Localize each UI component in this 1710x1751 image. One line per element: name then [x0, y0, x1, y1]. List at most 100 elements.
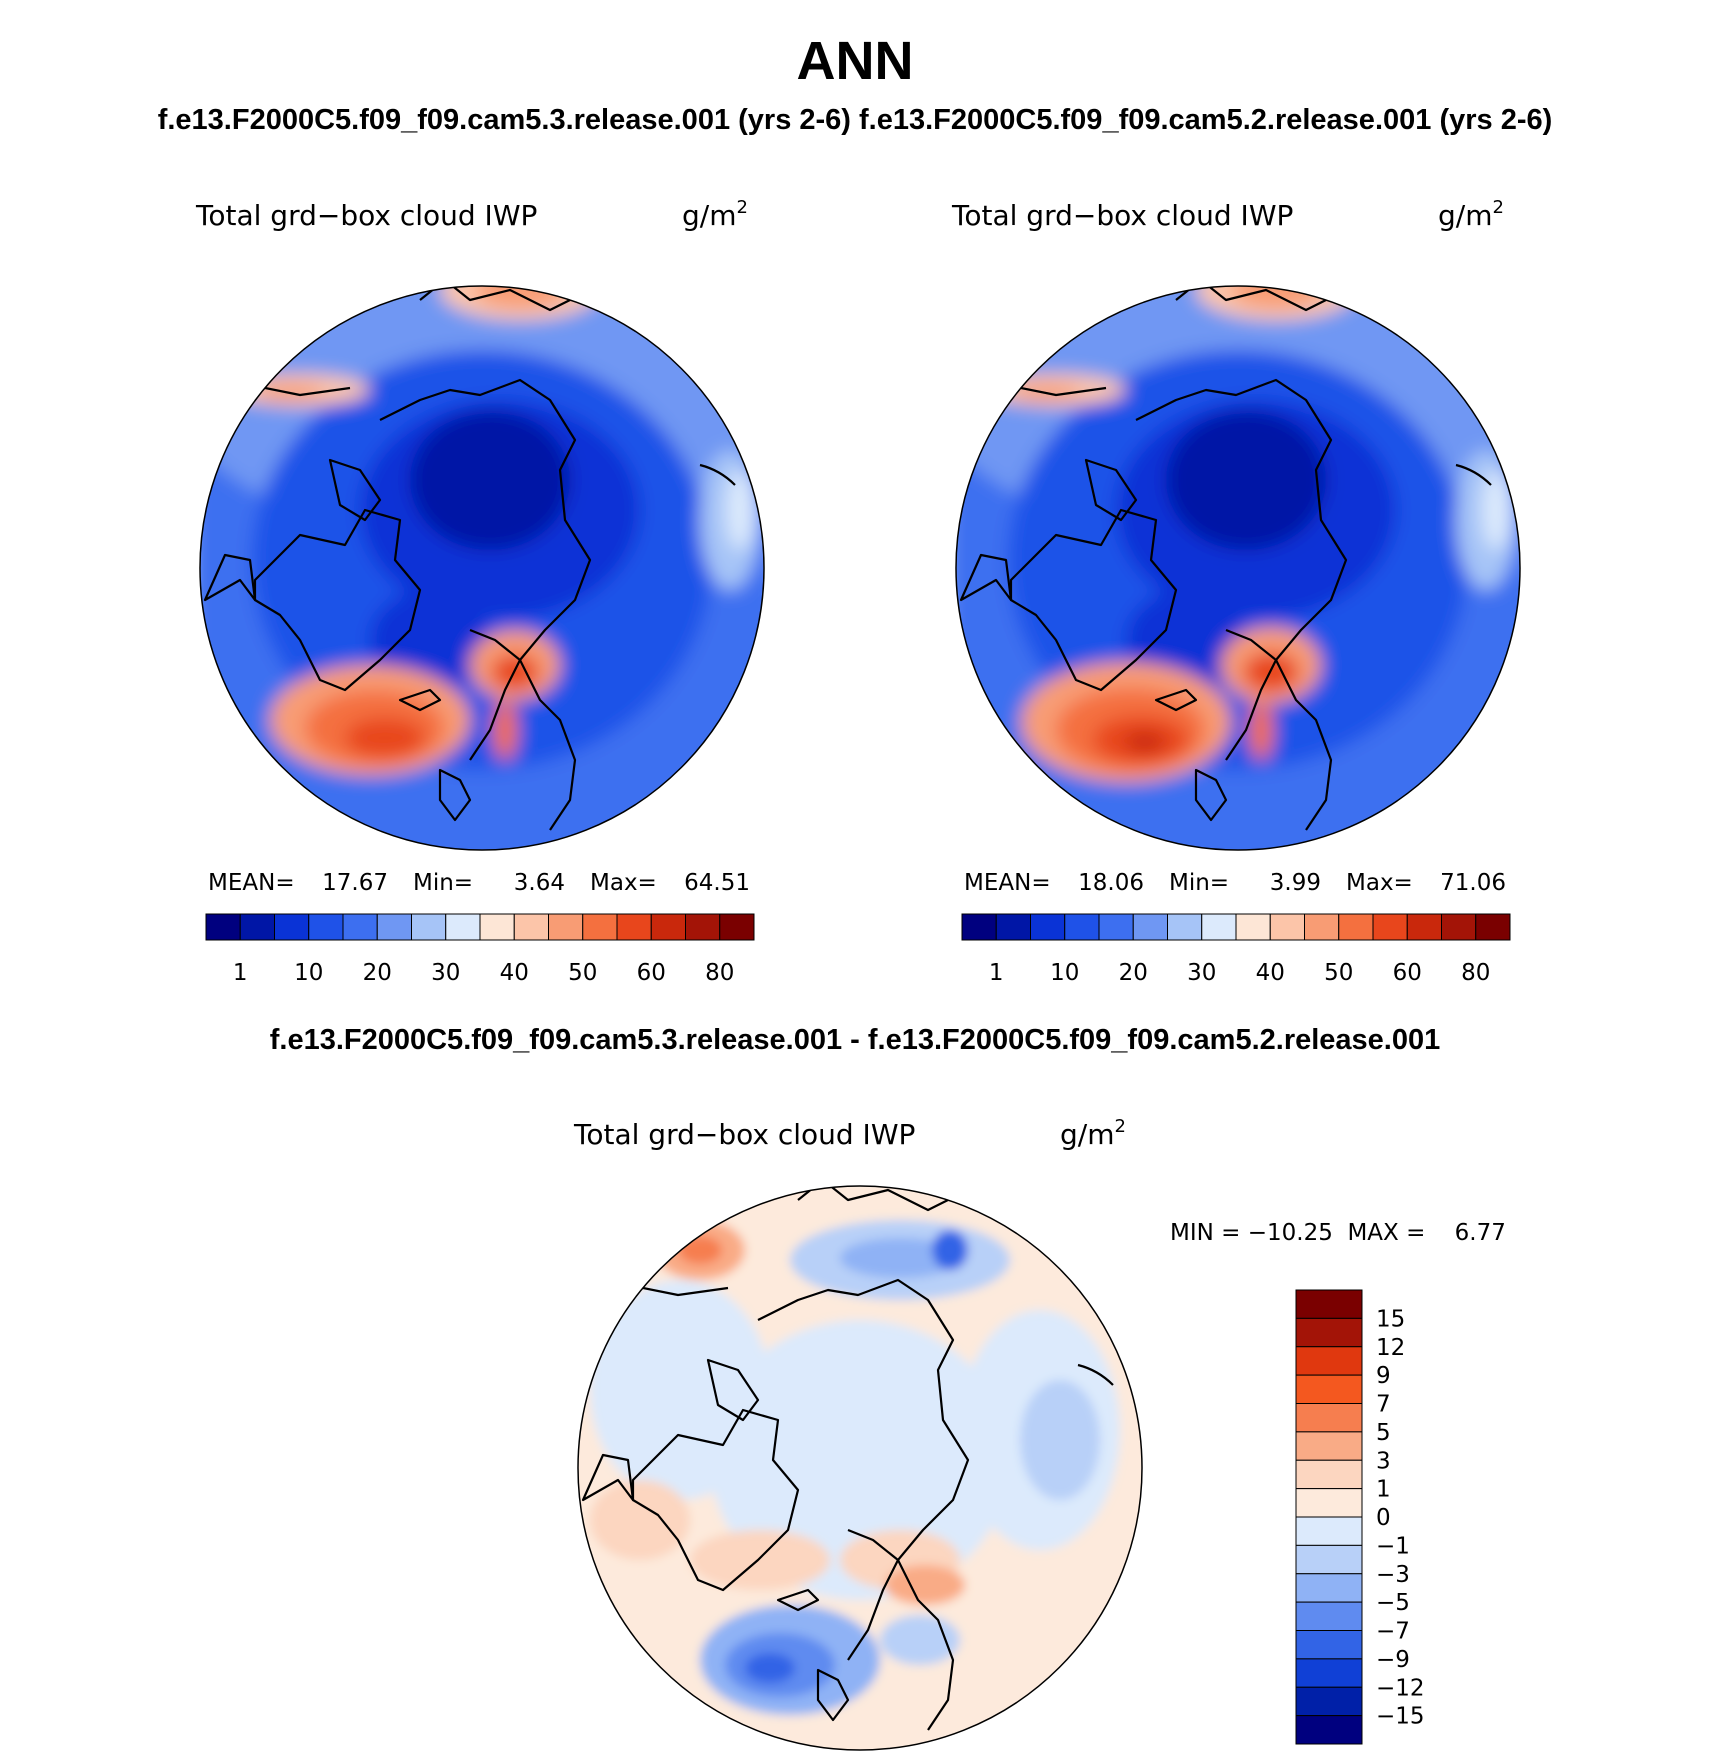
panel-1-mean-label: MEAN=: [208, 870, 295, 896]
panel-2-max-value: 71.06: [1440, 870, 1506, 896]
colorbar-2-swatch-7: [1295, 1488, 1363, 1518]
colorbar-1-swatch-3: [1064, 913, 1100, 941]
panel-1-mean-value: 17.67: [322, 870, 388, 896]
colorbar-2-swatch-8: [1295, 1516, 1363, 1546]
panel-1-units: g/m2: [682, 197, 748, 232]
panel-2-units: g/m2: [1438, 197, 1504, 232]
colorbar-1-swatch-13: [1406, 913, 1442, 941]
colorbar-1-tick-label: 80: [1461, 960, 1490, 986]
panel-2-variable-title: Total grd−box cloud IWP: [951, 199, 1293, 232]
colorbar-2-tick-label: −9: [1376, 1647, 1410, 1673]
colorbar-0-swatch-6: [411, 913, 447, 941]
colorbar-2-tick-label: 15: [1376, 1306, 1405, 1332]
colorbar-2-tick-label: 12: [1376, 1335, 1405, 1361]
colorbar-2-tick-label: 3: [1376, 1448, 1391, 1474]
panel-1-min-value: 3.64: [514, 870, 565, 896]
panel-3-variable-title: Total grd−box cloud IWP: [573, 1118, 915, 1151]
colorbar-0-swatch-9: [513, 913, 549, 941]
panel-2-max-label: Max=: [1346, 870, 1413, 896]
colorbar-2-tick-label: 0: [1376, 1505, 1391, 1531]
colorbar-1-swatch-14: [1441, 913, 1477, 941]
colorbar-0-swatch-2: [274, 913, 310, 941]
colorbar-0-tick-label: 10: [294, 960, 323, 986]
colorbar-0-swatch-8: [479, 913, 515, 941]
colorbar-1-tick-label: 50: [1324, 960, 1353, 986]
colorbar-1-swatch-0: [961, 913, 997, 941]
panel-2-stats: MEAN= 18.06 Min= 3.99 Max= 71.06: [964, 870, 1506, 896]
panel-2-mean-value: 18.06: [1078, 870, 1144, 896]
colorbar-0-tick-label: 60: [637, 960, 666, 986]
colorbar-2-swatch-9: [1295, 1544, 1363, 1575]
colorbar-0-tick-label: 80: [705, 960, 734, 986]
colorbar-0-swatch-5: [376, 913, 412, 941]
figure-title: ANN: [796, 31, 914, 91]
colorbar-1-swatch-11: [1338, 913, 1374, 941]
colorbar-0-tick-label: 1: [233, 960, 248, 986]
colorbar-2-tick-label: 7: [1376, 1392, 1391, 1418]
colorbar-2-swatch-2: [1295, 1346, 1363, 1376]
colorbar-1-swatch-5: [1132, 913, 1168, 941]
colorbar-2-swatch-12: [1295, 1630, 1363, 1660]
panel-1-max-value: 64.51: [684, 870, 750, 896]
colorbar-difference: 15 129 753 10−1 −3−5 −7−9−12 −15: [1295, 1289, 1425, 1745]
colorbar-0-swatch-10: [548, 913, 584, 941]
difference-title: f.e13.F2000C5.f09_f09.cam5.3.release.001…: [269, 1024, 1441, 1056]
colorbar-0-tick-label: 40: [500, 960, 529, 986]
colorbar-1-tick-label: 40: [1256, 960, 1285, 986]
colorbar-1-tick-label: 30: [1187, 960, 1216, 986]
colorbar-0-swatch-0: [205, 913, 241, 941]
colorbar-1-swatch-15: [1475, 913, 1511, 941]
map-panel-1: [199, 285, 765, 851]
colorbar-1-swatch-8: [1235, 913, 1271, 941]
colorbar-2-swatch-3: [1295, 1374, 1363, 1404]
colorbar-2-swatch-14: [1295, 1686, 1363, 1717]
panel-2-mean-label: MEAN=: [964, 870, 1051, 896]
colorbar-2-swatch-10: [1295, 1573, 1363, 1603]
colorbar-0-swatch-14: [685, 913, 721, 941]
colorbar-1-swatch-2: [1030, 913, 1066, 941]
colorbar-2-swatch-15: [1295, 1715, 1363, 1745]
colorbar-1-swatch-1: [995, 913, 1031, 941]
colorbar-panel-2: 1 10 20 30 40 50 60 80: [961, 913, 1511, 986]
figure-subtitle: f.e13.F2000C5.f09_f09.cam5.3.release.001…: [157, 104, 1553, 136]
colorbar-0-tick-label: 20: [363, 960, 392, 986]
colorbar-2-tick-label: −15: [1376, 1704, 1425, 1730]
colorbar-2-tick-label: −1: [1376, 1533, 1410, 1559]
colorbar-2-tick-label: −12: [1376, 1675, 1425, 1701]
colorbar-2-swatch-5: [1295, 1431, 1363, 1461]
colorbar-0-swatch-7: [445, 913, 481, 941]
colorbar-1-swatch-12: [1372, 913, 1408, 941]
panel-3-stats: MIN = −10.25 MAX = 6.77: [1170, 1220, 1506, 1246]
panel-2-min-value: 3.99: [1270, 870, 1321, 896]
colorbar-1-swatch-10: [1304, 913, 1340, 941]
panel-1-variable-title: Total grd−box cloud IWP: [195, 199, 537, 232]
colorbar-1-tick-label: 10: [1050, 960, 1079, 986]
colorbar-0-swatch-4: [342, 913, 378, 941]
colorbar-0-swatch-1: [239, 913, 275, 941]
colorbar-2-swatch-4: [1295, 1403, 1363, 1433]
colorbar-2-swatch-6: [1295, 1459, 1363, 1490]
colorbar-1-swatch-6: [1167, 913, 1203, 941]
map-panel-difference: [577, 1185, 1143, 1751]
colorbar-1-swatch-4: [1098, 913, 1134, 941]
panel-1-min-label: Min=: [413, 870, 473, 896]
colorbar-0-tick-label: 30: [431, 960, 460, 986]
colorbar-2-swatch-13: [1295, 1658, 1363, 1688]
colorbar-0-swatch-11: [582, 913, 618, 941]
colorbar-2-tick-label: −3: [1376, 1562, 1410, 1588]
colorbar-0-swatch-13: [650, 913, 686, 941]
map-panel-2: [955, 285, 1521, 851]
panel-1-stats: MEAN= 17.67 Min= 3.64 Max= 64.51: [208, 870, 750, 896]
colorbar-2-swatch-11: [1295, 1601, 1363, 1631]
colorbar-2-swatch-1: [1295, 1317, 1363, 1348]
colorbar-1-tick-label: 1: [989, 960, 1004, 986]
panel-2-min-label: Min=: [1169, 870, 1229, 896]
colorbar-2-tick-label: 9: [1376, 1363, 1391, 1389]
panel-3-units: g/m2: [1060, 1116, 1126, 1151]
colorbar-2-tick-label: −7: [1376, 1619, 1410, 1645]
colorbar-1-swatch-9: [1269, 913, 1305, 941]
colorbar-0-swatch-15: [719, 913, 755, 941]
colorbar-1-tick-label: 20: [1119, 960, 1148, 986]
colorbar-2-tick-label: 1: [1376, 1477, 1391, 1503]
